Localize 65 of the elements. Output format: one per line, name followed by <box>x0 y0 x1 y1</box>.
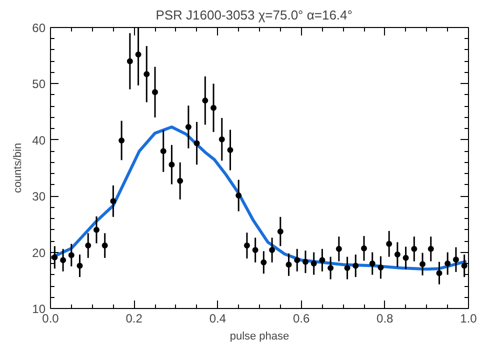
y-tick-label: 50 <box>32 77 46 92</box>
point <box>428 246 434 252</box>
point <box>386 240 392 247</box>
point <box>60 257 66 264</box>
point <box>160 148 166 154</box>
x-tick-label: 0.2 <box>126 312 143 326</box>
point <box>452 256 459 263</box>
point <box>277 228 284 234</box>
point <box>168 162 175 168</box>
point <box>202 98 208 104</box>
point <box>102 242 108 249</box>
point <box>135 51 142 58</box>
point <box>144 71 150 78</box>
y-tick-label: 20 <box>32 246 46 260</box>
point <box>411 246 418 252</box>
point <box>361 245 367 252</box>
point <box>378 264 384 270</box>
point <box>110 198 116 204</box>
point <box>252 247 258 254</box>
point <box>310 260 317 267</box>
point <box>177 178 184 184</box>
point <box>336 246 342 252</box>
point <box>68 252 74 258</box>
y-axis-title: counts/bin <box>12 142 24 194</box>
point <box>319 257 326 264</box>
y-tick-label: 30 <box>32 190 46 204</box>
point <box>369 260 376 267</box>
point <box>152 89 158 96</box>
y-tick-label: 60 <box>32 21 46 35</box>
point <box>244 242 250 249</box>
x-tick-label: 0.4 <box>209 312 226 326</box>
point <box>286 262 292 268</box>
y-tick-label: 40 <box>32 133 46 148</box>
x-axis-title: pulse phase <box>230 330 290 342</box>
point <box>218 136 225 142</box>
point <box>118 137 125 144</box>
point <box>85 242 92 249</box>
point <box>402 254 409 261</box>
point <box>194 140 200 146</box>
line-series <box>50 125 468 271</box>
point <box>236 192 242 199</box>
chart-title: PSR J1600-3053 χ=75.0° α=16.4° <box>156 8 352 22</box>
x-tick-label: 0.0 <box>42 312 60 326</box>
point <box>328 265 334 272</box>
point <box>302 258 308 265</box>
point <box>344 265 350 272</box>
x-tick-label: 0.6 <box>292 312 310 326</box>
point <box>461 262 468 269</box>
point <box>352 262 359 269</box>
point <box>52 254 58 260</box>
point <box>269 247 276 254</box>
point <box>444 260 451 267</box>
point <box>394 252 400 258</box>
point <box>210 104 217 111</box>
point <box>436 270 442 276</box>
point <box>93 226 100 233</box>
point <box>126 58 133 64</box>
point <box>260 259 267 266</box>
point <box>185 124 192 130</box>
point <box>420 261 426 268</box>
x-tick-label: 0.8 <box>376 312 394 326</box>
point <box>227 147 234 154</box>
point <box>76 262 83 269</box>
point <box>294 257 300 264</box>
x-tick-label: 1.0 <box>460 312 478 326</box>
